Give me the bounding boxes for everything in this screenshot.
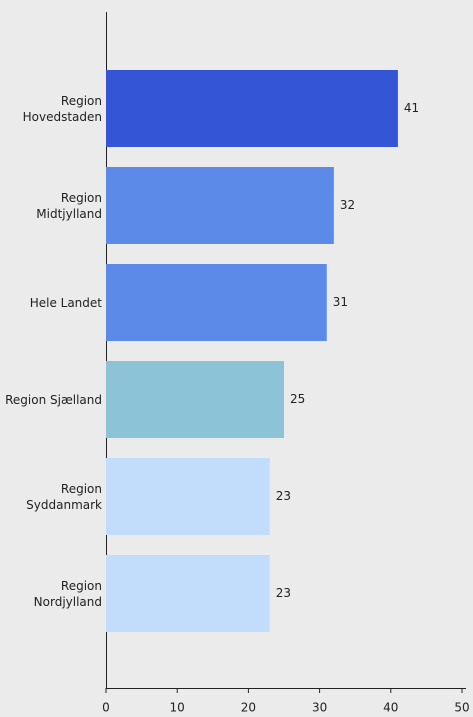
- x-tick-label: 20: [241, 701, 256, 715]
- x-tick-label: 10: [170, 701, 185, 715]
- bar: [106, 458, 270, 535]
- value-label: 41: [404, 101, 419, 115]
- category-label: Region Syddanmark: [26, 481, 102, 512]
- value-label: 23: [276, 489, 291, 503]
- x-tick-label: 40: [383, 701, 398, 715]
- value-label: 23: [276, 586, 291, 600]
- bar: [106, 264, 327, 341]
- value-label: 32: [340, 198, 355, 212]
- bar: [106, 361, 284, 438]
- category-label: Region Nordjylland: [33, 578, 102, 609]
- category-label: Region Midtjylland: [36, 190, 102, 221]
- category-label: Region Hovedstaden: [22, 93, 102, 124]
- category-label: Region Sjælland: [5, 392, 102, 407]
- bar: [106, 70, 398, 147]
- category-label: Hele Landet: [29, 295, 102, 310]
- bar: [106, 167, 334, 244]
- bar: [106, 555, 270, 632]
- value-label: 25: [290, 392, 305, 406]
- x-tick-label: 0: [102, 701, 110, 715]
- value-label: 31: [333, 295, 348, 309]
- x-tick-label: 30: [312, 701, 327, 715]
- x-tick-label: 50: [454, 701, 469, 715]
